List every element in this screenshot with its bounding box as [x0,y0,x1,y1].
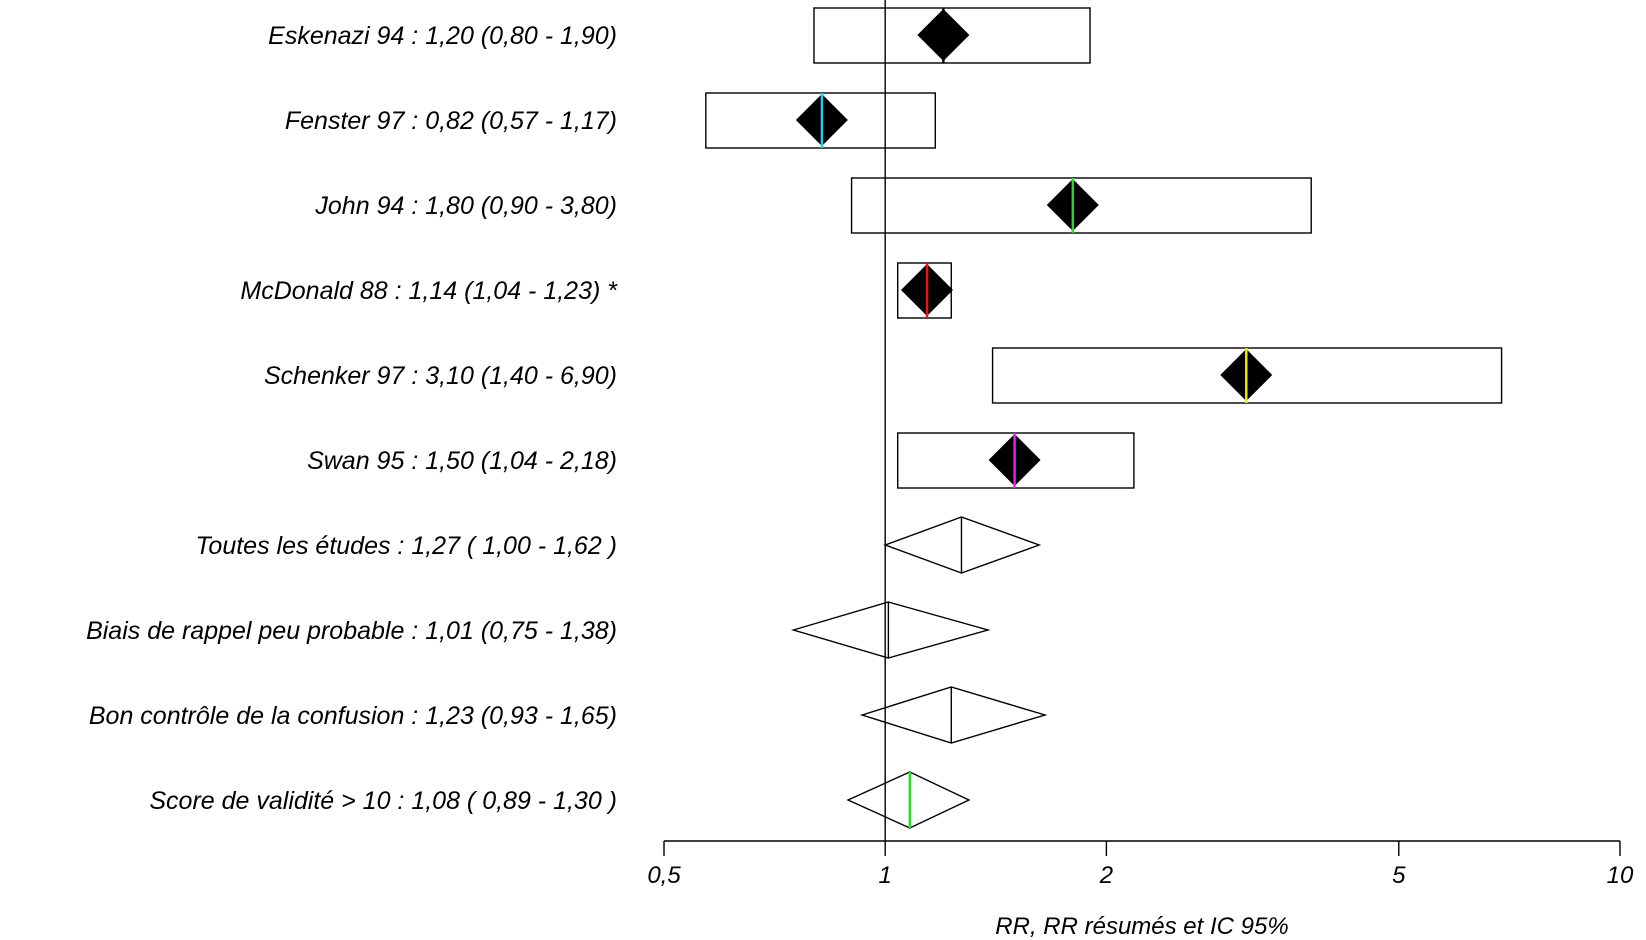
row-label: Score de validité > 10 : 1,08 ( 0,89 - 1… [149,787,617,815]
row-label: Swan 95 : 1,50 (1,04 - 2,18) [307,447,617,475]
row-label: Fenster 97 : 0,82 (0,57 - 1,17) [285,107,617,135]
summary-row: Toutes les études : 1,27 ( 1,00 - 1,62 ) [195,516,1042,574]
ci-box [813,7,1091,64]
x-axis: 0,5 1 2 5 10 [647,840,1634,889]
row-label: Eskenazi 94 : 1,20 (0,80 - 1,90) [268,22,617,50]
row-label: Toutes les études : 1,27 ( 1,00 - 1,62 ) [195,532,617,560]
x-tick-label: 10 [1607,862,1634,889]
ci-box [850,177,1312,234]
rows-layer: Eskenazi 94 : 1,20 (0,80 - 1,90) Fenster … [86,7,1503,829]
summary-row: Biais de rappel peu probable : 1,01 (0,7… [86,601,991,659]
ci-box [705,92,937,149]
summary-diamond [790,601,991,659]
study-row: John 94 : 1,80 (0,90 - 3,80) [314,177,1312,234]
x-tick-label: 5 [1392,862,1406,889]
summary-diamond [883,516,1042,574]
row-label: John 94 : 1,80 (0,90 - 3,80) [314,192,617,220]
ci-box [897,432,1135,489]
summary-row: Bon contrôle de la confusion : 1,23 (0,9… [89,686,1048,744]
summary-diamond [859,686,1048,744]
x-tick-label: 1 [879,862,892,889]
study-row: Schenker 97 : 3,10 (1,40 - 6,90) [264,347,1503,404]
study-row: Fenster 97 : 0,82 (0,57 - 1,17) [285,92,937,149]
x-tick-label: 0,5 [647,862,681,889]
study-row: McDonald 88 : 1,14 (1,04 - 1,23) * [240,262,954,319]
summary-row: Score de validité > 10 : 1,08 ( 0,89 - 1… [149,771,971,829]
summary-diamond [846,771,971,829]
study-row: Swan 95 : 1,50 (1,04 - 2,18) [307,432,1135,489]
row-label: McDonald 88 : 1,14 (1,04 - 1,23) * [240,277,618,305]
study-row: Eskenazi 94 : 1,20 (0,80 - 1,90) [268,7,1091,64]
row-label: Bon contrôle de la confusion : 1,23 (0,9… [89,702,617,730]
row-label: Biais de rappel peu probable : 1,01 (0,7… [86,617,617,645]
row-label: Schenker 97 : 3,10 (1,40 - 6,90) [264,362,617,390]
x-tick-label: 2 [1099,862,1113,889]
x-axis-title: RR, RR résumés et IC 95% [995,913,1288,940]
